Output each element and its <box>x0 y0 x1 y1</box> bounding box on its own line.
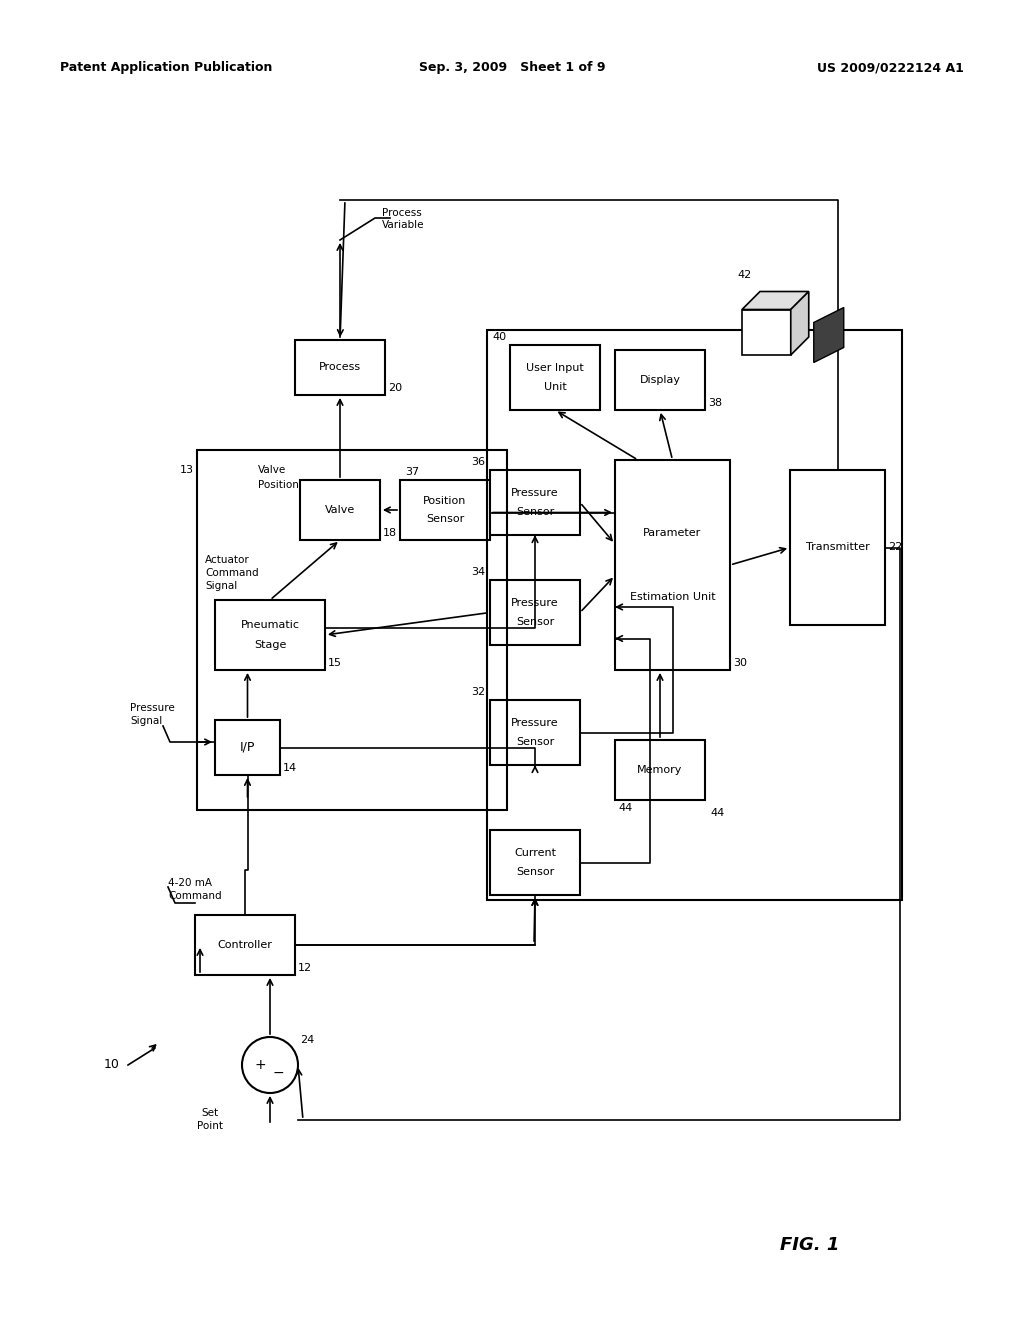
Bar <box>215 719 280 775</box>
Text: US 2009/0222124 A1: US 2009/0222124 A1 <box>817 62 964 74</box>
Polygon shape <box>791 292 809 355</box>
Text: Sensor: Sensor <box>516 618 554 627</box>
Text: Sep. 3, 2009   Sheet 1 of 9: Sep. 3, 2009 Sheet 1 of 9 <box>419 62 605 74</box>
Text: Signal: Signal <box>205 581 238 591</box>
Text: Point: Point <box>197 1121 223 1131</box>
Text: 38: 38 <box>708 399 722 408</box>
Text: +: + <box>254 1059 266 1072</box>
Bar <box>215 601 325 671</box>
Text: 34: 34 <box>471 568 485 577</box>
Text: Transmitter: Transmitter <box>806 543 869 553</box>
Polygon shape <box>742 292 809 309</box>
Bar <box>197 450 507 810</box>
Bar <box>295 341 385 395</box>
Bar <box>400 480 490 540</box>
Bar <box>195 915 295 975</box>
Text: Patent Application Publication: Patent Application Publication <box>60 62 272 74</box>
Text: FIG. 1: FIG. 1 <box>780 1236 840 1254</box>
Text: 13: 13 <box>180 465 194 475</box>
Text: 4-20 mA: 4-20 mA <box>168 878 212 888</box>
Text: Sensor: Sensor <box>516 507 554 517</box>
Text: Estimation Unit: Estimation Unit <box>630 591 716 602</box>
Text: Pressure: Pressure <box>511 488 559 498</box>
Text: Parameter: Parameter <box>643 528 701 539</box>
Text: 32: 32 <box>471 686 485 697</box>
Text: 42: 42 <box>737 271 752 280</box>
Text: Valve: Valve <box>325 506 355 515</box>
Text: 10: 10 <box>104 1059 120 1072</box>
Bar <box>615 741 705 800</box>
Bar <box>615 459 730 671</box>
Text: Command: Command <box>168 891 221 902</box>
Text: 30: 30 <box>733 657 746 668</box>
Text: 14: 14 <box>283 763 297 774</box>
Text: Process: Process <box>382 209 422 218</box>
Text: 36: 36 <box>471 457 485 467</box>
Text: 22: 22 <box>888 543 902 553</box>
Text: 20: 20 <box>388 383 402 393</box>
Text: Position: Position <box>258 480 299 490</box>
Bar <box>490 470 580 535</box>
Text: 24: 24 <box>300 1035 314 1045</box>
Text: Unit: Unit <box>544 383 566 392</box>
Text: 12: 12 <box>298 964 312 973</box>
Text: Position: Position <box>423 496 467 506</box>
Text: 40: 40 <box>493 333 507 342</box>
Text: Pneumatic: Pneumatic <box>241 619 299 630</box>
Text: Variable: Variable <box>382 220 425 230</box>
Text: Pressure: Pressure <box>511 718 559 727</box>
Text: I/P: I/P <box>240 741 255 754</box>
Polygon shape <box>814 308 844 363</box>
Text: Current: Current <box>514 847 556 858</box>
Text: Process: Process <box>318 363 361 372</box>
Text: Display: Display <box>640 375 681 385</box>
Text: Sensor: Sensor <box>516 867 554 878</box>
Bar <box>742 309 791 355</box>
Text: 18: 18 <box>383 528 397 539</box>
Bar <box>487 330 902 900</box>
Bar <box>490 700 580 766</box>
Bar <box>790 470 885 624</box>
Bar <box>300 480 380 540</box>
Bar <box>490 830 580 895</box>
Text: Stage: Stage <box>254 640 286 651</box>
Text: Command: Command <box>205 568 259 578</box>
Text: User Input: User Input <box>526 363 584 372</box>
Text: 37: 37 <box>406 467 419 477</box>
Text: Set: Set <box>202 1107 218 1118</box>
Text: Memory: Memory <box>637 766 683 775</box>
Text: Pressure: Pressure <box>511 598 559 607</box>
Text: Controller: Controller <box>217 940 272 950</box>
Text: Signal: Signal <box>130 715 162 726</box>
Text: Valve: Valve <box>258 465 287 475</box>
Bar <box>615 350 705 411</box>
Text: 44: 44 <box>618 803 632 813</box>
Text: Sensor: Sensor <box>426 513 464 524</box>
Text: Sensor: Sensor <box>516 738 554 747</box>
Text: 44: 44 <box>710 808 724 818</box>
Text: −: − <box>272 1067 284 1080</box>
Text: 15: 15 <box>328 657 342 668</box>
Bar <box>510 345 600 411</box>
Text: Pressure: Pressure <box>130 704 175 713</box>
Text: Actuator: Actuator <box>205 554 250 565</box>
Bar <box>490 579 580 645</box>
